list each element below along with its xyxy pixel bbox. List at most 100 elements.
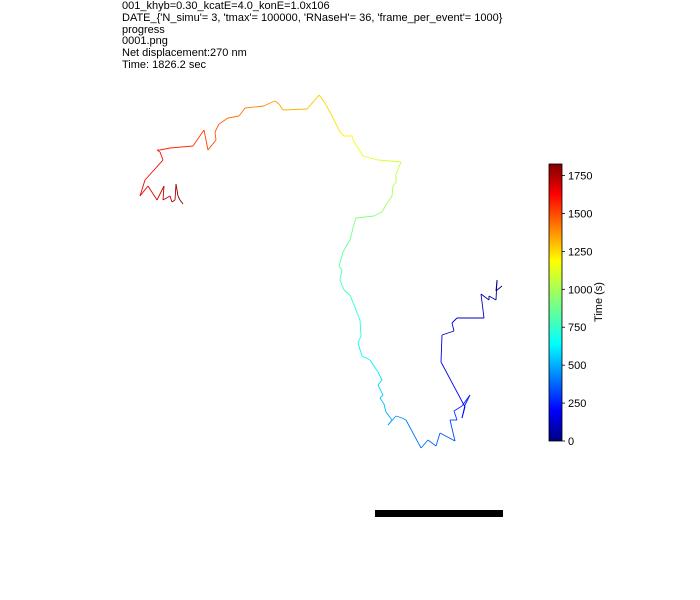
trajectory-segment — [349, 227, 354, 241]
trajectory-segment — [379, 394, 384, 399]
trajectory-segment — [278, 103, 284, 111]
trajectory-segment — [238, 107, 246, 117]
trajectory-segment — [339, 279, 345, 291]
trajectory-segment — [174, 183, 177, 201]
trajectory-segment — [269, 100, 276, 104]
trajectory-segment — [449, 419, 456, 442]
trajectory-segment — [362, 155, 379, 161]
trajectory-segment — [338, 251, 344, 267]
trajectory-segment — [495, 285, 503, 292]
trajectory-segment — [381, 204, 387, 213]
trajectory-segment — [392, 181, 397, 187]
trajectory-segment — [159, 147, 171, 151]
trajectory-segment — [373, 211, 383, 217]
header-text-block: 001_khyb=0.30_kcatE=4.0_konE=1.0x106 DAT… — [122, 0, 503, 72]
colorbar-tick-label: 250 — [568, 398, 586, 410]
trajectory-segment — [355, 309, 361, 321]
trajectory-segment — [214, 123, 220, 133]
header-line-filename: 0001.png — [122, 35, 168, 48]
trajectory-path-group — [139, 94, 503, 449]
trajectory-segment — [207, 139, 217, 151]
trajectory-segment — [420, 439, 429, 449]
trajectory-segment — [439, 432, 456, 442]
trajectory-segment — [159, 151, 164, 161]
trajectory-segment — [313, 94, 320, 102]
trajectory-segment — [139, 185, 149, 197]
trajectory-segment — [387, 419, 393, 426]
trajectory-segment — [488, 295, 497, 301]
trajectory-segment — [177, 195, 181, 201]
trajectory-segment — [274, 100, 280, 105]
trajectory-segment — [461, 394, 471, 407]
colorbar-tick-label: 1000 — [568, 284, 592, 296]
trajectory-segment — [391, 185, 394, 197]
trajectory-segment — [214, 131, 217, 141]
trajectory-segment — [332, 117, 341, 133]
trajectory-segment — [203, 129, 209, 151]
trajectory-segment — [352, 217, 357, 229]
trajectory-segment — [156, 185, 165, 201]
trajectory-segment — [359, 319, 362, 337]
trajectory-segment — [144, 159, 164, 181]
trajectory-segment — [377, 379, 383, 386]
trajectory-segment — [383, 403, 387, 413]
colorbar-tick-label: 750 — [568, 322, 586, 334]
trajectory-segment — [349, 294, 357, 311]
header-line-progress: progress — [122, 23, 165, 36]
trajectory-segment — [395, 161, 402, 175]
trajectory-segment — [377, 384, 384, 396]
trajectory-segment — [318, 94, 326, 104]
trajectory-segment — [405, 419, 422, 449]
trajectory-segment — [427, 439, 437, 447]
trajectory-segment — [361, 355, 371, 361]
trajectory-segment — [461, 404, 466, 419]
trajectory-segment — [451, 322, 455, 332]
trajectory-segment — [175, 183, 179, 197]
trajectory-segment — [379, 397, 385, 405]
trajectory-segment — [357, 147, 364, 157]
trajectory-segment — [169, 145, 194, 149]
trajectory-segment — [357, 335, 362, 344]
colorbar-label: Time (s) — [593, 282, 605, 322]
trajectory-segment — [351, 135, 354, 141]
colorbar-tick-label: 500 — [568, 360, 586, 372]
colorbar-ticks: 0 250 500 750 1000 1250 1500 1750 — [562, 171, 592, 448]
trajectory-segment — [339, 269, 343, 281]
trajectory-segment — [357, 342, 363, 357]
trajectory-segment — [377, 371, 383, 381]
trajectory-segment — [324, 102, 334, 119]
trajectory-segment — [139, 179, 146, 197]
colorbar: 0 250 500 750 1000 1250 1500 1750 Time (s) — [548, 163, 605, 448]
trajectory-segment — [495, 279, 498, 301]
header-line-time: Time: 1826.2 sec — [122, 58, 206, 71]
trajectory-segment — [338, 265, 343, 271]
trajectory-segment — [227, 115, 240, 119]
trajectory-segment — [395, 415, 403, 419]
trajectory-segment — [192, 129, 205, 147]
trajectory-segment — [435, 432, 441, 447]
colorbar-tick-label: 1750 — [568, 171, 592, 183]
colorbar-tick-label: 1500 — [568, 208, 592, 220]
trajectory-segment — [440, 361, 466, 408]
trajectory-segment — [385, 411, 393, 421]
trajectory-segment — [169, 195, 173, 203]
colorbar-gradient — [548, 163, 563, 442]
trajectory-segment — [147, 185, 158, 201]
header-line-net-displacement: Net displacement:270 nm — [122, 47, 247, 60]
colorbar-tick-label: 1250 — [568, 246, 592, 258]
header-line-parameters: DATE_{'N_simu'= 3, 'tmax'= 100000, 'RNas… — [122, 11, 503, 24]
trajectory-segment — [342, 239, 351, 253]
trajectory-segment — [244, 105, 265, 109]
trajectory-segment — [179, 199, 184, 205]
trajectory-segment — [218, 117, 229, 125]
trajectory-segment — [156, 149, 161, 153]
trajectory-segment — [171, 199, 176, 203]
trajectory-segment — [401, 417, 407, 421]
trajectory-segment — [451, 317, 458, 324]
trajectory-segment — [385, 195, 393, 206]
scale-bar — [375, 510, 503, 517]
trajectory-segment — [480, 293, 485, 319]
trajectory-segment — [453, 405, 463, 412]
trajectory-segment — [369, 359, 379, 373]
trajectory-segment — [339, 131, 345, 137]
